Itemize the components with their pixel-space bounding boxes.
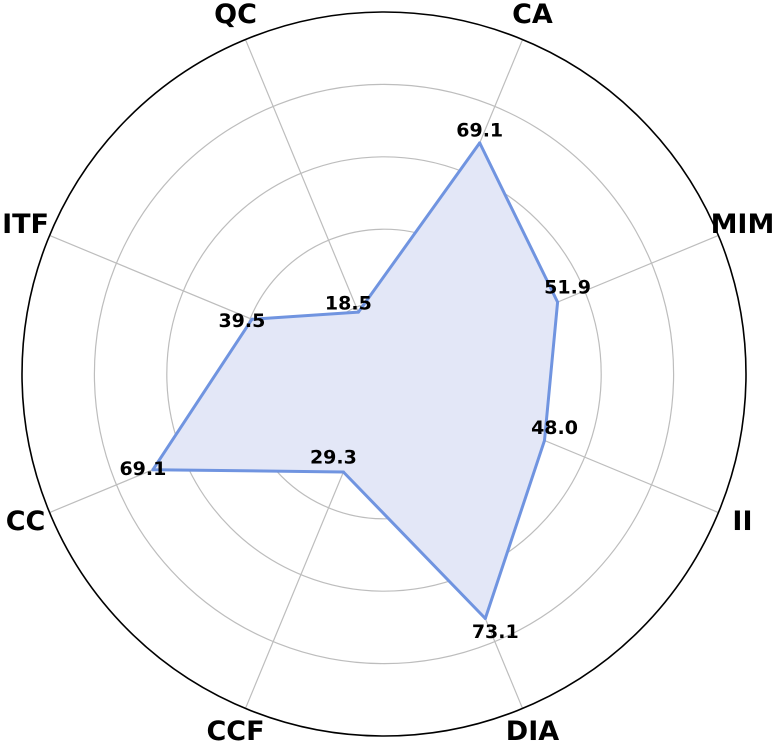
grid-circle-60 (166, 156, 602, 592)
value-label-itf: 39.5 (218, 310, 265, 332)
data-point-itf (250, 317, 254, 321)
axis-label-qc: QC (214, 0, 257, 30)
value-label-cc: 69.1 (119, 458, 166, 480)
data-point-dia (483, 616, 487, 620)
value-label-mim: 51.9 (544, 277, 591, 299)
data-point-ca (478, 141, 482, 145)
axis-label-dia: DIA (506, 716, 559, 747)
outer-frame (21, 11, 747, 737)
data-point-qc (356, 310, 360, 314)
axis-label-ca: CA (512, 0, 553, 30)
data-point-cc (151, 468, 155, 472)
data-point-mim (556, 300, 560, 304)
axis-label-cc: CC (6, 506, 46, 537)
axis-label-mim: MIM (711, 209, 775, 240)
value-label-ccf: 29.3 (310, 446, 357, 468)
value-label-ii: 48.0 (531, 417, 578, 439)
value-label-ca: 69.1 (456, 119, 503, 141)
series-layer (151, 141, 560, 620)
data-point-ii (543, 438, 547, 442)
axis-label-ccf: CCF (206, 716, 264, 747)
axis-label-ii: II (732, 506, 752, 537)
data-point-ccf (341, 470, 345, 474)
grid-circle-80 (93, 83, 675, 665)
series-area (152, 142, 558, 619)
value-label-dia: 73.1 (472, 621, 519, 643)
value-label-qc: 18.5 (325, 293, 372, 315)
axis-label-itf: ITF (2, 209, 49, 240)
